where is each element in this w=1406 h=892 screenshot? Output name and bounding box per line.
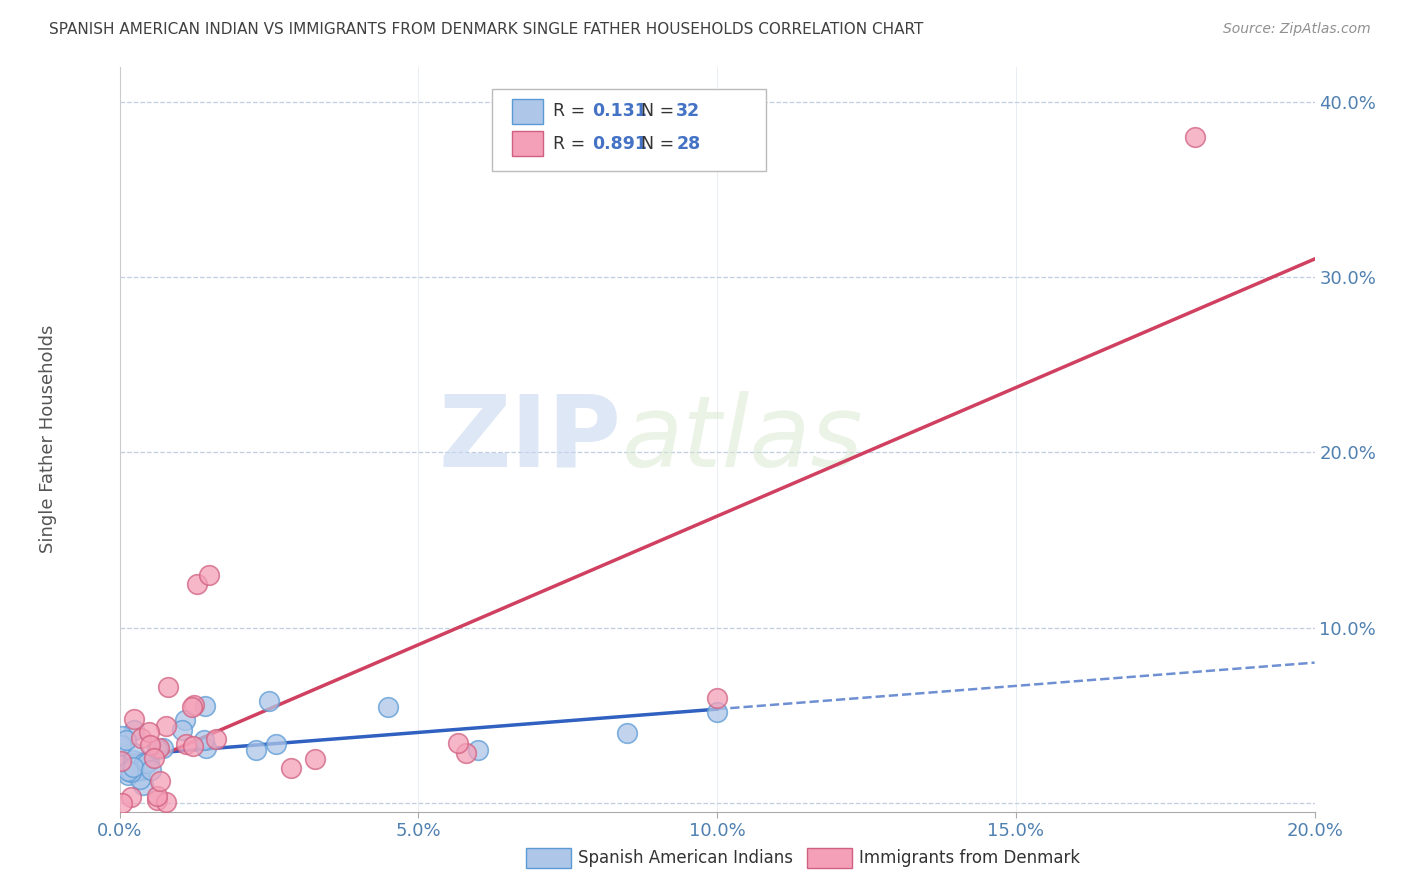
- Point: [245, 743, 267, 757]
- Point: [616, 726, 638, 740]
- Point: [145, 793, 167, 807]
- Point: [128, 772, 150, 786]
- Point: [122, 760, 145, 774]
- Point: [124, 764, 146, 778]
- Point: [111, 755, 134, 769]
- Point: [110, 754, 132, 768]
- Point: [706, 705, 728, 719]
- Text: R =: R =: [553, 103, 591, 120]
- Point: [143, 751, 166, 765]
- Point: [139, 739, 162, 753]
- Text: ZIP: ZIP: [439, 391, 621, 488]
- Point: [124, 746, 146, 760]
- Point: [138, 724, 160, 739]
- Point: [280, 761, 302, 775]
- Point: [132, 756, 155, 771]
- Point: [257, 693, 280, 707]
- Point: [174, 714, 197, 728]
- Point: [155, 719, 177, 733]
- Point: [181, 739, 204, 754]
- Point: [152, 741, 174, 756]
- Text: 0.891: 0.891: [592, 135, 647, 153]
- Point: [181, 700, 204, 714]
- Point: [186, 577, 208, 591]
- Point: [139, 763, 162, 777]
- Point: [266, 737, 288, 751]
- Point: [111, 796, 134, 810]
- Point: [205, 732, 228, 747]
- Point: [149, 774, 172, 789]
- Point: [172, 723, 194, 737]
- Point: [117, 768, 139, 782]
- Point: [447, 736, 470, 750]
- Text: 0.131: 0.131: [592, 103, 647, 120]
- Point: [156, 681, 179, 695]
- Text: Spanish American Indians: Spanish American Indians: [578, 849, 793, 867]
- Point: [195, 741, 218, 756]
- Point: [467, 743, 489, 757]
- Point: [183, 698, 205, 713]
- Point: [454, 747, 477, 761]
- Point: [111, 729, 134, 743]
- Point: [194, 698, 217, 713]
- Point: [122, 712, 145, 726]
- Point: [148, 740, 170, 755]
- Point: [129, 764, 152, 778]
- Point: [138, 754, 160, 768]
- Point: [1184, 130, 1206, 145]
- Point: [124, 723, 146, 737]
- Point: [110, 739, 132, 753]
- Point: [115, 733, 138, 747]
- Text: R =: R =: [553, 135, 591, 153]
- Text: SPANISH AMERICAN INDIAN VS IMMIGRANTS FROM DENMARK SINGLE FATHER HOUSEHOLDS CORR: SPANISH AMERICAN INDIAN VS IMMIGRANTS FR…: [49, 22, 924, 37]
- Text: 32: 32: [676, 103, 700, 120]
- Point: [120, 790, 142, 805]
- Point: [117, 764, 139, 778]
- Text: atlas: atlas: [621, 391, 863, 488]
- Y-axis label: Single Father Households: Single Father Households: [39, 325, 58, 554]
- Point: [706, 690, 728, 705]
- Point: [146, 742, 169, 756]
- Point: [174, 737, 197, 751]
- Text: Immigrants from Denmark: Immigrants from Denmark: [859, 849, 1080, 867]
- Text: 28: 28: [676, 135, 700, 153]
- Point: [155, 795, 177, 809]
- Point: [145, 789, 167, 804]
- Point: [132, 778, 155, 792]
- Point: [121, 753, 143, 767]
- Point: [193, 732, 215, 747]
- Point: [135, 756, 157, 770]
- Text: Source: ZipAtlas.com: Source: ZipAtlas.com: [1223, 22, 1371, 37]
- Text: N =: N =: [641, 135, 681, 153]
- Point: [377, 699, 399, 714]
- Point: [198, 568, 221, 582]
- Point: [129, 731, 152, 745]
- Point: [304, 752, 326, 766]
- Point: [120, 765, 142, 780]
- Text: N =: N =: [641, 103, 681, 120]
